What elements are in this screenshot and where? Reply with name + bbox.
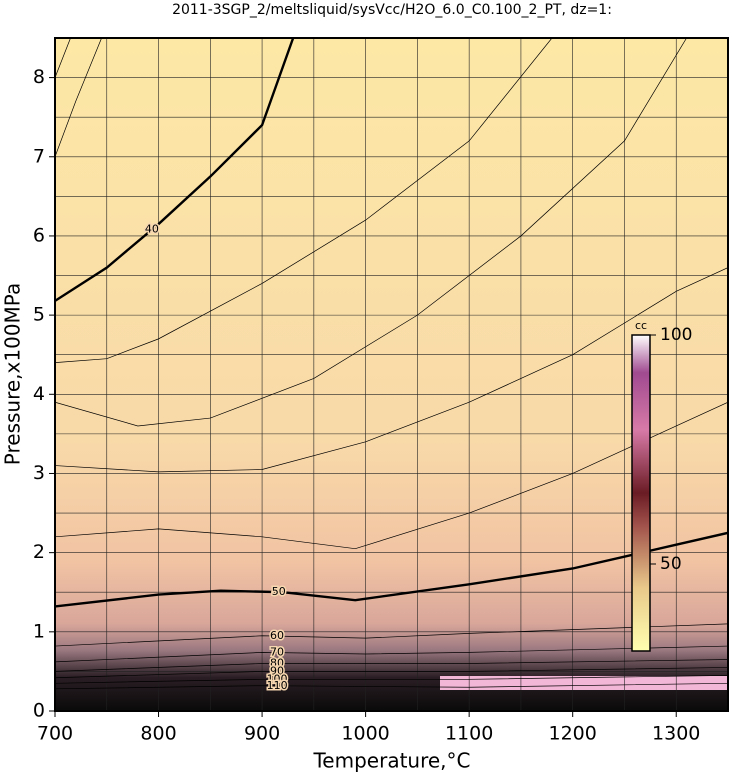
contour-line <box>55 38 687 427</box>
contour-label: 50 <box>272 585 286 598</box>
contour-line <box>55 38 295 302</box>
y-tick-label: 7 <box>33 145 45 167</box>
x-tick-label: 900 <box>244 723 280 745</box>
colorbar-label: cc <box>635 319 647 332</box>
contour-line <box>55 645 728 663</box>
x-axis-label: Temperature,°C <box>312 749 470 773</box>
contour-line <box>55 401 728 550</box>
y-tick-label: 3 <box>33 462 45 484</box>
y-tick-label: 1 <box>33 620 45 642</box>
y-tick-label: 6 <box>33 224 45 246</box>
contour-label: 100 <box>267 672 288 685</box>
plot-frame <box>54 37 729 712</box>
contour-line <box>55 675 728 684</box>
contour-label: 40 <box>145 223 159 236</box>
contour-label: 60 <box>270 629 284 642</box>
x-tick-label: 1100 <box>445 723 493 745</box>
contour-label: 90 <box>270 664 284 677</box>
contour-line <box>55 659 728 672</box>
contour-label: 80 <box>270 656 284 669</box>
x-tick-label: 1200 <box>549 723 597 745</box>
colorbar <box>631 334 651 652</box>
colorbar-tick-label: 100 <box>660 325 692 345</box>
contour-line <box>55 38 102 157</box>
contour-line <box>55 38 553 363</box>
y-tick-label: 2 <box>33 541 45 563</box>
contour-label: 110 <box>267 679 288 692</box>
chart-title: 2011-3SGP_2/meltsliquid/sysVcc/H2O_6.0_C… <box>172 2 612 18</box>
y-tick-label: 4 <box>33 383 45 405</box>
contour-line <box>55 623 728 647</box>
x-tick-label: 1300 <box>652 723 700 745</box>
y-tick-label: 8 <box>33 66 45 88</box>
colorbar-tick-label: 50 <box>660 554 682 574</box>
x-tick-label: 700 <box>37 723 73 745</box>
x-tick-label: 1000 <box>341 723 389 745</box>
y-axis-label: Pressure,x100MPa <box>1 283 25 465</box>
y-tick-label: 0 <box>33 700 45 722</box>
fill-patch <box>440 676 728 690</box>
contour-label: 70 <box>270 646 284 659</box>
plot-background <box>55 38 728 711</box>
contour-line <box>55 682 728 690</box>
contour-line <box>55 267 728 473</box>
y-tick-label: 5 <box>33 304 45 326</box>
contour-line <box>55 667 728 679</box>
x-tick-label: 800 <box>140 723 176 745</box>
contour-line <box>55 38 71 78</box>
